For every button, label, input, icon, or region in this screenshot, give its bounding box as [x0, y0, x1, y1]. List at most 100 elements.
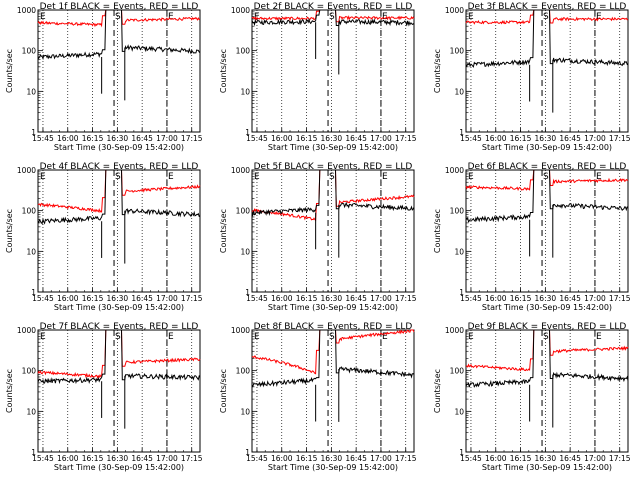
y-tick-label: 1 [459, 448, 464, 457]
x-tick-label: 17:15 [609, 454, 631, 463]
x-tick-label: 16:30 [321, 454, 343, 463]
x-tick-label: 17:00 [584, 134, 606, 143]
panel-title: Det 5f BLACK = Events, RED = LLD [254, 162, 413, 172]
x-tick-label: 16:45 [345, 454, 367, 463]
x-tick-label: 17:00 [370, 134, 392, 143]
y-axis-label: Counts/sec [5, 369, 14, 413]
y-tick-label: 100 [236, 47, 251, 56]
plot-frame [37, 9, 201, 133]
y-tick-label: 1 [245, 128, 250, 137]
x-tick-label: 17:15 [181, 134, 203, 143]
y-tick-label: 1000 [231, 6, 250, 15]
x-axis-label: Start Time (30-Sep-09 15:42:00) [54, 463, 184, 472]
series-events-line [465, 9, 629, 68]
y-tick-label: 100 [450, 367, 465, 376]
x-axis-label: Start Time (30-Sep-09 15:42:00) [268, 303, 398, 312]
x-tick-label: 15:45 [246, 294, 268, 303]
y-axis-label: Counts/sec [219, 369, 228, 413]
y-tick-label: 10 [454, 407, 464, 416]
x-tick-label: 16:45 [131, 454, 153, 463]
y-tick-label: 1 [459, 288, 464, 297]
x-tick-label: 16:00 [57, 454, 79, 463]
x-tick-label: 16:00 [57, 294, 79, 303]
marker-label-e: E [168, 172, 174, 182]
marker-label-s: S [543, 332, 549, 342]
y-axis-label: Counts/sec [5, 49, 14, 93]
x-tick-label: 17:00 [370, 454, 392, 463]
x-tick-label: 16:45 [559, 134, 581, 143]
y-tick-label: 10 [454, 87, 464, 96]
y-tick-label: 10 [26, 407, 36, 416]
x-tick-label: 15:45 [460, 294, 482, 303]
series-events-line [37, 9, 201, 61]
x-tick-label: 17:00 [370, 294, 392, 303]
x-tick-label: 16:15 [510, 134, 532, 143]
x-tick-label: 16:30 [321, 134, 343, 143]
plot-frame [37, 329, 201, 453]
x-axis-label: Start Time (30-Sep-09 15:42:00) [268, 463, 398, 472]
x-tick-label: 16:45 [559, 454, 581, 463]
x-tick-label: 17:15 [395, 294, 417, 303]
series-events-line [37, 329, 201, 385]
x-tick-label: 17:15 [181, 294, 203, 303]
y-tick-label: 100 [450, 207, 465, 216]
x-tick-label: 15:45 [32, 454, 54, 463]
marker-label-start: E [40, 172, 46, 182]
x-tick-label: 16:45 [131, 294, 153, 303]
y-tick-label: 100 [22, 367, 37, 376]
series-events-line [465, 329, 629, 388]
panel-title: Det 2f BLACK = Events, RED = LLD [254, 2, 413, 12]
marker-label-e: E [382, 12, 388, 22]
y-tick-label: 1 [459, 128, 464, 137]
y-tick-label: 1000 [231, 166, 250, 175]
x-tick-label: 16:30 [535, 454, 557, 463]
x-tick-label: 16:30 [107, 134, 129, 143]
panel-title: Det 9f BLACK = Events, RED = LLD [468, 322, 627, 332]
x-tick-label: 16:15 [510, 294, 532, 303]
x-axis-label: Start Time (30-Sep-09 15:42:00) [482, 463, 612, 472]
y-tick-label: 1 [31, 448, 36, 457]
series-events-line [37, 169, 201, 225]
x-axis-label: Start Time (30-Sep-09 15:42:00) [54, 303, 184, 312]
marker-label-s: S [543, 172, 549, 182]
y-tick-label: 100 [450, 47, 465, 56]
x-tick-label: 16:30 [107, 454, 129, 463]
marker-label-s: S [543, 12, 549, 22]
x-tick-label: 16:00 [271, 294, 293, 303]
x-tick-label: 16:15 [510, 454, 532, 463]
x-tick-label: 15:45 [32, 294, 54, 303]
x-tick-label: 16:00 [485, 134, 507, 143]
marker-label-start: E [40, 12, 46, 22]
panel-title: Det 1f BLACK = Events, RED = LLD [40, 2, 199, 12]
marker-label-e: E [168, 332, 174, 342]
x-tick-label: 16:30 [535, 134, 557, 143]
x-tick-label: 16:45 [345, 134, 367, 143]
x-tick-label: 16:30 [321, 294, 343, 303]
y-tick-label: 1000 [17, 326, 36, 335]
marker-label-e: E [596, 332, 602, 342]
plot-frame [251, 169, 415, 293]
x-axis-label: Start Time (30-Sep-09 15:42:00) [482, 143, 612, 152]
y-tick-label: 1000 [17, 6, 36, 15]
x-tick-label: 15:45 [460, 454, 482, 463]
marker-label-start: E [254, 332, 260, 342]
x-tick-label: 16:00 [485, 294, 507, 303]
y-tick-label: 10 [240, 247, 250, 256]
y-tick-label: 1000 [445, 6, 464, 15]
marker-label-start: E [468, 12, 474, 22]
marker-label-e: E [382, 172, 388, 182]
marker-label-s: S [329, 172, 335, 182]
x-tick-label: 16:15 [82, 454, 104, 463]
x-tick-label: 17:15 [609, 294, 631, 303]
y-tick-label: 1 [245, 288, 250, 297]
marker-label-e: E [596, 172, 602, 182]
marker-label-start: E [468, 172, 474, 182]
y-axis-label: Counts/sec [219, 49, 228, 93]
y-tick-label: 10 [454, 247, 464, 256]
x-tick-label: 17:15 [609, 134, 631, 143]
x-tick-label: 16:15 [296, 454, 318, 463]
